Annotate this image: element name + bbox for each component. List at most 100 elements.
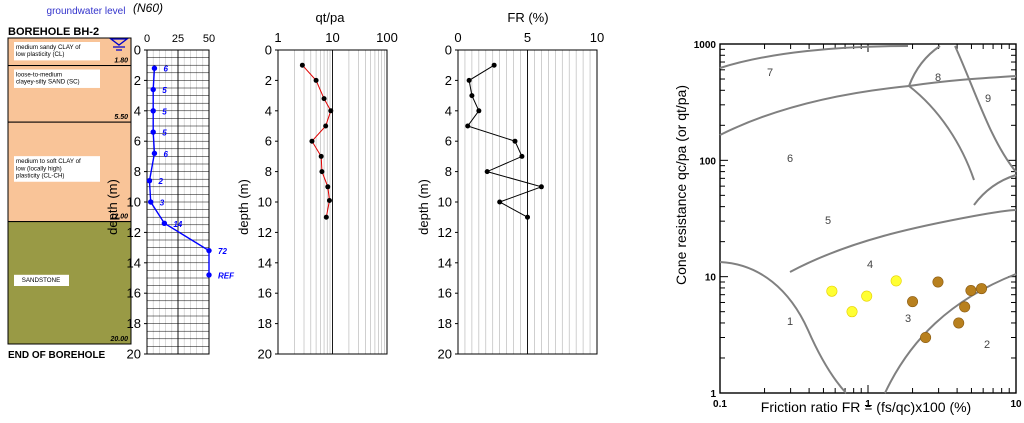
y-tick-label: 20 bbox=[258, 347, 272, 362]
y-tick-label: 18 bbox=[258, 316, 272, 331]
zone-boundary bbox=[789, 209, 1017, 273]
data-point bbox=[525, 214, 530, 220]
data-point bbox=[328, 108, 334, 114]
data-point bbox=[151, 65, 158, 71]
y-tick-label: 6 bbox=[134, 134, 141, 149]
series-line bbox=[148, 68, 210, 275]
y-tick-label: 10 bbox=[705, 273, 717, 284]
y-tick-label: 0 bbox=[134, 43, 141, 58]
data-label: 6 bbox=[163, 150, 168, 159]
borehole-layer-bottom-depth: 5.50 bbox=[114, 114, 128, 121]
plot-frame bbox=[719, 43, 1017, 394]
data-point bbox=[491, 62, 497, 68]
layer-label-box bbox=[14, 69, 100, 88]
borehole-end-label: END OF BOREHOLE bbox=[8, 350, 106, 361]
data-point bbox=[325, 184, 331, 190]
y-tick-label: 4 bbox=[445, 103, 452, 118]
data-point bbox=[326, 197, 332, 203]
borehole-layer-label: low (locally high) bbox=[16, 165, 62, 172]
x-tick-label: 10 bbox=[590, 30, 604, 45]
data-point bbox=[299, 62, 305, 68]
borehole-layer-label: low plasticity (CL) bbox=[16, 51, 64, 58]
y-tick-label: 2 bbox=[134, 73, 141, 88]
y-tick-label: 18 bbox=[127, 316, 141, 331]
y-tick-label: 12 bbox=[258, 225, 272, 240]
borehole-layer-bottom-depth: 20.00 bbox=[109, 336, 128, 343]
x-tick-label: 0 bbox=[144, 33, 150, 45]
y-axis-label: depth (m) bbox=[236, 179, 251, 235]
x-tick-label: 25 bbox=[172, 33, 184, 45]
y-tick-label: 10 bbox=[127, 195, 141, 210]
y-tick-label: 14 bbox=[258, 255, 272, 270]
y-tick-label: 12 bbox=[438, 225, 452, 240]
zone-boundary bbox=[719, 261, 847, 394]
y-tick-label: 8 bbox=[134, 164, 141, 179]
data-point bbox=[206, 247, 212, 254]
y-tick-label: 18 bbox=[438, 316, 452, 331]
data-point bbox=[538, 184, 544, 190]
data-point bbox=[512, 138, 518, 144]
data-point bbox=[484, 169, 490, 175]
classification-xlabel: Friction ratio FR = (fs/qc)x100 (%) bbox=[761, 399, 971, 415]
classification-ylabel: Cone resistance qc/pa (or qt/pa) bbox=[673, 85, 689, 285]
data-point bbox=[146, 178, 153, 184]
data-point bbox=[206, 272, 212, 278]
qtpa-title: qt/pa bbox=[316, 10, 346, 25]
data-point bbox=[466, 77, 472, 83]
y-tick-label: 100 bbox=[699, 156, 716, 167]
y-tick-label: 16 bbox=[127, 286, 141, 301]
y-tick-label: 20 bbox=[127, 347, 141, 362]
y-tick-label: 2 bbox=[265, 73, 272, 88]
data-label: 5 bbox=[162, 86, 167, 95]
y-tick-label: 6 bbox=[265, 134, 272, 149]
series-line bbox=[301, 64, 332, 218]
data-label: 14 bbox=[173, 220, 182, 229]
layer-label-box bbox=[14, 156, 100, 182]
data-point bbox=[150, 129, 156, 135]
data-point bbox=[497, 199, 503, 205]
groundwater-level-icon bbox=[109, 38, 129, 51]
y-tick-label: 16 bbox=[258, 286, 272, 301]
data-point bbox=[519, 153, 525, 159]
zone-label: 6 bbox=[787, 153, 793, 165]
n60-title: (N60) bbox=[133, 1, 163, 15]
data-point bbox=[846, 306, 858, 318]
data-point bbox=[151, 150, 158, 157]
x-tick-label: 10 bbox=[1010, 399, 1022, 410]
layer-label-box bbox=[14, 274, 69, 286]
x-tick-label: 1 bbox=[865, 399, 871, 410]
zone-label: 3 bbox=[905, 313, 911, 325]
layer-label-box bbox=[14, 42, 100, 61]
zone-boundary bbox=[719, 75, 1017, 136]
data-point bbox=[920, 331, 932, 343]
borehole-layer-label: loose-to-medium bbox=[16, 72, 62, 79]
borehole-layer-label: SANDSTONE bbox=[22, 277, 60, 284]
borehole-layer-label: medium to soft CLAY of bbox=[16, 158, 81, 165]
x-tick-label: 100 bbox=[376, 30, 398, 45]
data-point bbox=[965, 285, 977, 297]
zone-label: 4 bbox=[867, 259, 873, 271]
data-point bbox=[323, 214, 329, 220]
zone-label: 7 bbox=[767, 67, 773, 79]
data-point bbox=[309, 138, 315, 144]
x-tick-label: 5 bbox=[524, 30, 531, 45]
y-tick-label: 4 bbox=[265, 103, 272, 118]
data-point bbox=[318, 153, 324, 159]
y-tick-label: 8 bbox=[445, 164, 452, 179]
borehole-layer-label: plasticity (CL-CH) bbox=[16, 173, 64, 180]
zone-boundary bbox=[908, 85, 975, 181]
zone-label: 1 bbox=[787, 316, 793, 328]
y-tick-label: 14 bbox=[127, 255, 141, 270]
data-point bbox=[323, 123, 329, 129]
y-tick-label: 12 bbox=[127, 225, 141, 240]
data-point bbox=[313, 77, 319, 83]
qtpa-chart: qt/pa 1 10 100 0 2 4 6 8 10 12 14 16 18 20 depth (m) bbox=[236, 10, 398, 362]
y-axis-label: depth (m) bbox=[105, 179, 120, 235]
y-tick-label: 14 bbox=[438, 255, 452, 270]
data-point bbox=[826, 285, 838, 297]
y-tick-label: 0 bbox=[445, 43, 452, 58]
